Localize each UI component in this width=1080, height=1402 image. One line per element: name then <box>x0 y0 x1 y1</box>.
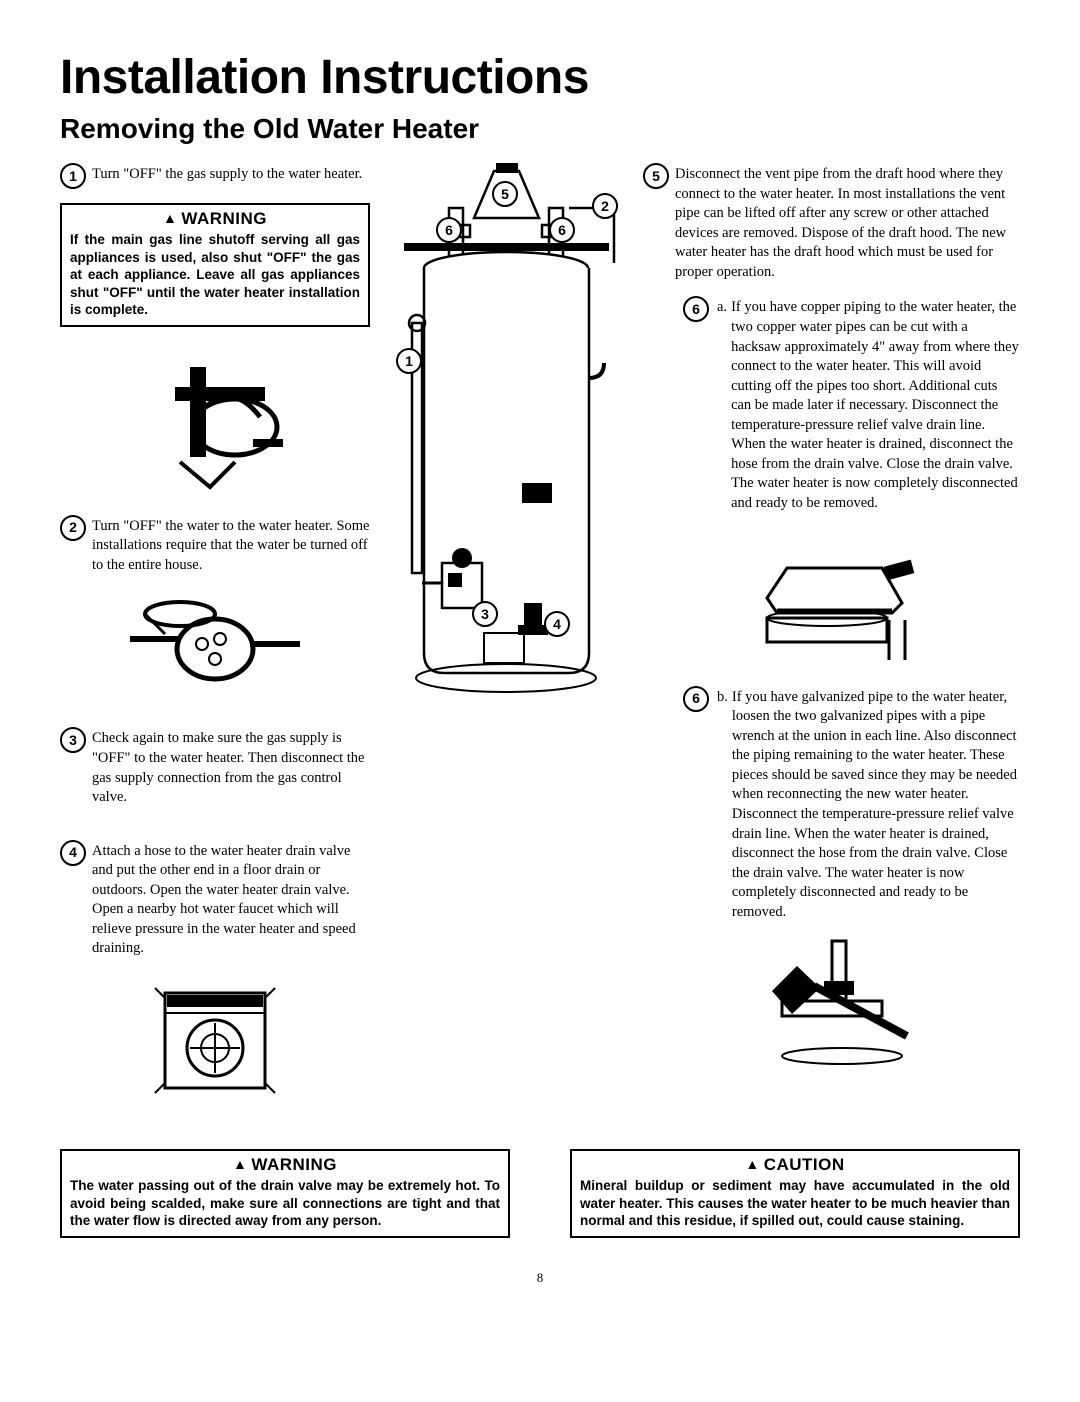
step-number-icon: 6 <box>683 686 709 712</box>
step-4-text: Attach a hose to the water heater drain … <box>92 842 370 959</box>
warning-1-text: If the main gas line shutoff serving all… <box>62 231 368 325</box>
step-4: 4 Attach a hose to the water heater drai… <box>60 840 370 959</box>
step-5: 5 Disconnect the vent pipe from the draf… <box>643 163 1020 282</box>
step-1: 1 Turn "OFF" the gas supply to the water… <box>60 163 370 189</box>
caution-box: CAUTION Mineral buildup or sediment may … <box>570 1149 1020 1238</box>
step-3-text: Check again to make sure the gas supply … <box>92 729 370 807</box>
page: Installation Instructions Removing the O… <box>0 0 1080 1326</box>
bottom-row: WARNING The water passing out of the dra… <box>60 1141 1020 1258</box>
caution-text: Mineral buildup or sediment may have acc… <box>572 1177 1018 1236</box>
left-column: 1 Turn "OFF" the gas supply to the water… <box>60 163 370 1131</box>
step-number-icon: 5 <box>643 163 669 189</box>
caution-header: CAUTION <box>572 1151 1018 1177</box>
step-6a-label: a. <box>717 298 727 318</box>
step-5-text: Disconnect the vent pipe from the draft … <box>675 165 1020 282</box>
callout-2: 2 <box>592 193 618 219</box>
callout-5: 5 <box>492 181 518 207</box>
step-6b: 6 b. If you have galvanized pipe to the … <box>683 686 1020 923</box>
bottom-caution: CAUTION Mineral buildup or sediment may … <box>570 1141 1020 1258</box>
page-number: 8 <box>60 1270 1020 1286</box>
step-number-icon: 6 <box>683 296 709 322</box>
figure-pipe-wrench <box>643 936 1020 1066</box>
warning-box-1: WARNING If the main gas line shutoff ser… <box>60 203 370 327</box>
center-column: 5 6 6 2 1 3 4 <box>394 163 619 1131</box>
step-6a: 6 a. If you have copper piping to the wa… <box>683 296 1020 513</box>
gas-valve-icon <box>135 347 295 497</box>
page-title: Installation Instructions <box>60 50 1020 105</box>
callout-6: 6 <box>549 217 575 243</box>
pipe-wrench-icon <box>742 936 922 1066</box>
floor-drain-icon <box>135 973 295 1113</box>
step-number-icon: 3 <box>60 727 86 753</box>
callout-6: 6 <box>436 217 462 243</box>
step-6b-text: If you have galvanized pipe to the water… <box>732 688 1020 923</box>
step-number-icon: 1 <box>60 163 86 189</box>
warning-2-text: The water passing out of the drain valve… <box>62 1177 508 1236</box>
step-1-text: Turn "OFF" the gas supply to the water h… <box>92 165 362 185</box>
callout-4: 4 <box>544 611 570 637</box>
step-2-text: Turn "OFF" the water to the water heater… <box>92 517 370 576</box>
step-6a-text: If you have copper piping to the water h… <box>731 298 1020 513</box>
callout-1: 1 <box>396 348 422 374</box>
step-3: 3 Check again to make sure the gas suppl… <box>60 727 370 807</box>
step-number-icon: 4 <box>60 840 86 866</box>
bottom-warning: WARNING The water passing out of the dra… <box>60 1141 510 1258</box>
figure-water-meter <box>60 589 370 709</box>
step-6b-label: b. <box>717 688 728 708</box>
warning-header: WARNING <box>62 1151 508 1177</box>
step-number-icon: 2 <box>60 515 86 541</box>
figure-hacksaw <box>643 528 1020 668</box>
hacksaw-icon <box>737 528 927 668</box>
main-columns: 1 Turn "OFF" the gas supply to the water… <box>60 163 1020 1131</box>
water-meter-icon <box>120 589 310 709</box>
step-2: 2 Turn "OFF" the water to the water heat… <box>60 515 370 576</box>
right-column: 5 Disconnect the vent pipe from the draf… <box>643 163 1020 1131</box>
figure-floor-drain <box>60 973 370 1113</box>
warning-header: WARNING <box>62 205 368 231</box>
water-heater-diagram: 5 6 6 2 1 3 4 <box>394 163 619 733</box>
figure-gas-valve <box>60 347 370 497</box>
warning-box-2: WARNING The water passing out of the dra… <box>60 1149 510 1238</box>
heater-icon <box>394 163 619 723</box>
callout-3: 3 <box>472 601 498 627</box>
section-title: Removing the Old Water Heater <box>60 113 1020 145</box>
